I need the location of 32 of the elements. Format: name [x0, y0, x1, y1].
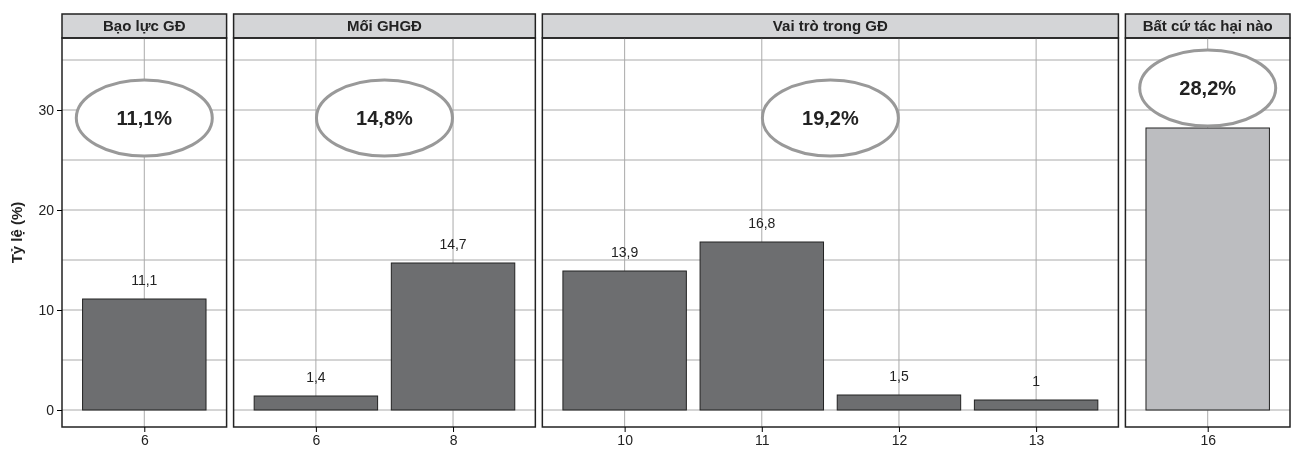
y-tick-label: 0: [46, 401, 55, 418]
annotation: 19,2%: [802, 107, 859, 129]
data-label: 16,8: [748, 215, 776, 231]
x-tick-label: 8: [449, 431, 458, 448]
x-tick-label: 10: [617, 431, 634, 448]
data-label: 1,4: [306, 369, 326, 385]
x-tick-label: 11: [755, 431, 770, 448]
data-label: 13,9: [611, 244, 639, 260]
data-label: 1: [1032, 373, 1041, 389]
bar: [699, 241, 825, 411]
annotation: 28,2%: [1179, 77, 1237, 99]
data-label: 1,5: [889, 368, 909, 384]
y-axis-title: Tỷ lệ (%): [8, 201, 25, 264]
chart-title: Mối GHGĐ: [346, 17, 423, 34]
bar: [836, 394, 962, 411]
chart-title: Bạo lực GĐ: [103, 17, 186, 34]
x-tick-label: 6: [312, 431, 321, 448]
x-tick-label: 12: [891, 431, 908, 448]
y-tick-label: 30: [38, 101, 55, 118]
bar: [562, 270, 687, 411]
annotation: 14,8%: [356, 107, 414, 129]
chart-title: Vai trò trong GĐ: [772, 17, 889, 34]
annotation: 11,1%: [116, 107, 173, 129]
y-tick-label: 20: [38, 201, 55, 218]
x-tick-label: 16: [1200, 431, 1217, 448]
data-label: 11,1: [131, 272, 158, 288]
y-tick-label: 10: [38, 301, 55, 318]
x-tick-label: 6: [140, 431, 149, 448]
data-label: 14,7: [439, 236, 467, 252]
x-tick-label: 13: [1028, 431, 1045, 448]
bar: [973, 399, 1099, 411]
chart-title: Bất cứ tác hại nào: [1142, 17, 1273, 34]
